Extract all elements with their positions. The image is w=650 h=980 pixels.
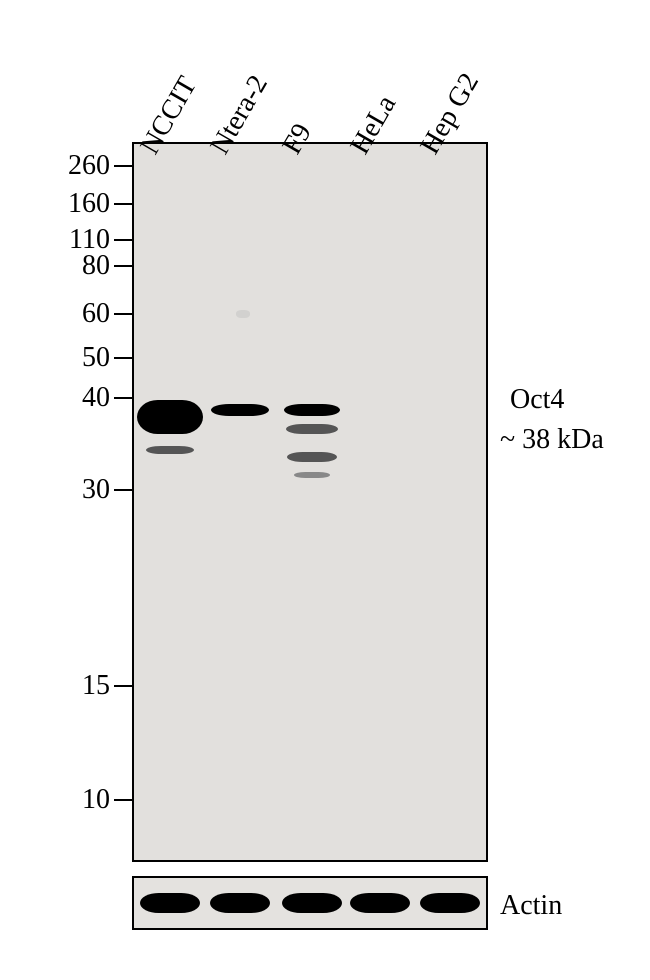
band xyxy=(146,446,194,454)
mw-tick xyxy=(114,799,132,801)
mw-tick xyxy=(114,357,132,359)
mw-tick xyxy=(114,203,132,205)
mw-tick xyxy=(114,313,132,315)
mw-tick xyxy=(114,165,132,167)
actin-band xyxy=(350,893,410,913)
band xyxy=(294,472,330,478)
protein-label: ~ 38 kDa xyxy=(500,424,604,456)
mw-label: 60 xyxy=(0,298,110,330)
band xyxy=(286,424,338,434)
mw-label: 160 xyxy=(0,188,110,220)
mw-label: 10 xyxy=(0,784,110,816)
mw-tick xyxy=(114,489,132,491)
mw-label: 15 xyxy=(0,670,110,702)
mw-label: 50 xyxy=(0,342,110,374)
mw-tick xyxy=(114,239,132,241)
mw-label: 40 xyxy=(0,382,110,414)
band xyxy=(284,404,340,416)
mw-label: 80 xyxy=(0,250,110,282)
mw-tick xyxy=(114,685,132,687)
protein-label: Oct4 xyxy=(510,384,564,416)
band xyxy=(137,400,203,434)
actin-band xyxy=(140,893,200,913)
actin-band xyxy=(420,893,480,913)
actin-band xyxy=(282,893,342,913)
mw-tick xyxy=(114,397,132,399)
band xyxy=(211,404,269,416)
mw-label: 30 xyxy=(0,474,110,506)
band xyxy=(287,452,337,462)
actin-band xyxy=(210,893,270,913)
actin-label: Actin xyxy=(500,890,562,922)
blot-main-panel xyxy=(132,142,488,862)
western-blot-figure: NCCITNtera-2F9HeLaHep G2 260160110806050… xyxy=(0,0,650,980)
mw-label: 260 xyxy=(0,150,110,182)
mw-tick xyxy=(114,265,132,267)
blot-smudge xyxy=(236,310,250,318)
